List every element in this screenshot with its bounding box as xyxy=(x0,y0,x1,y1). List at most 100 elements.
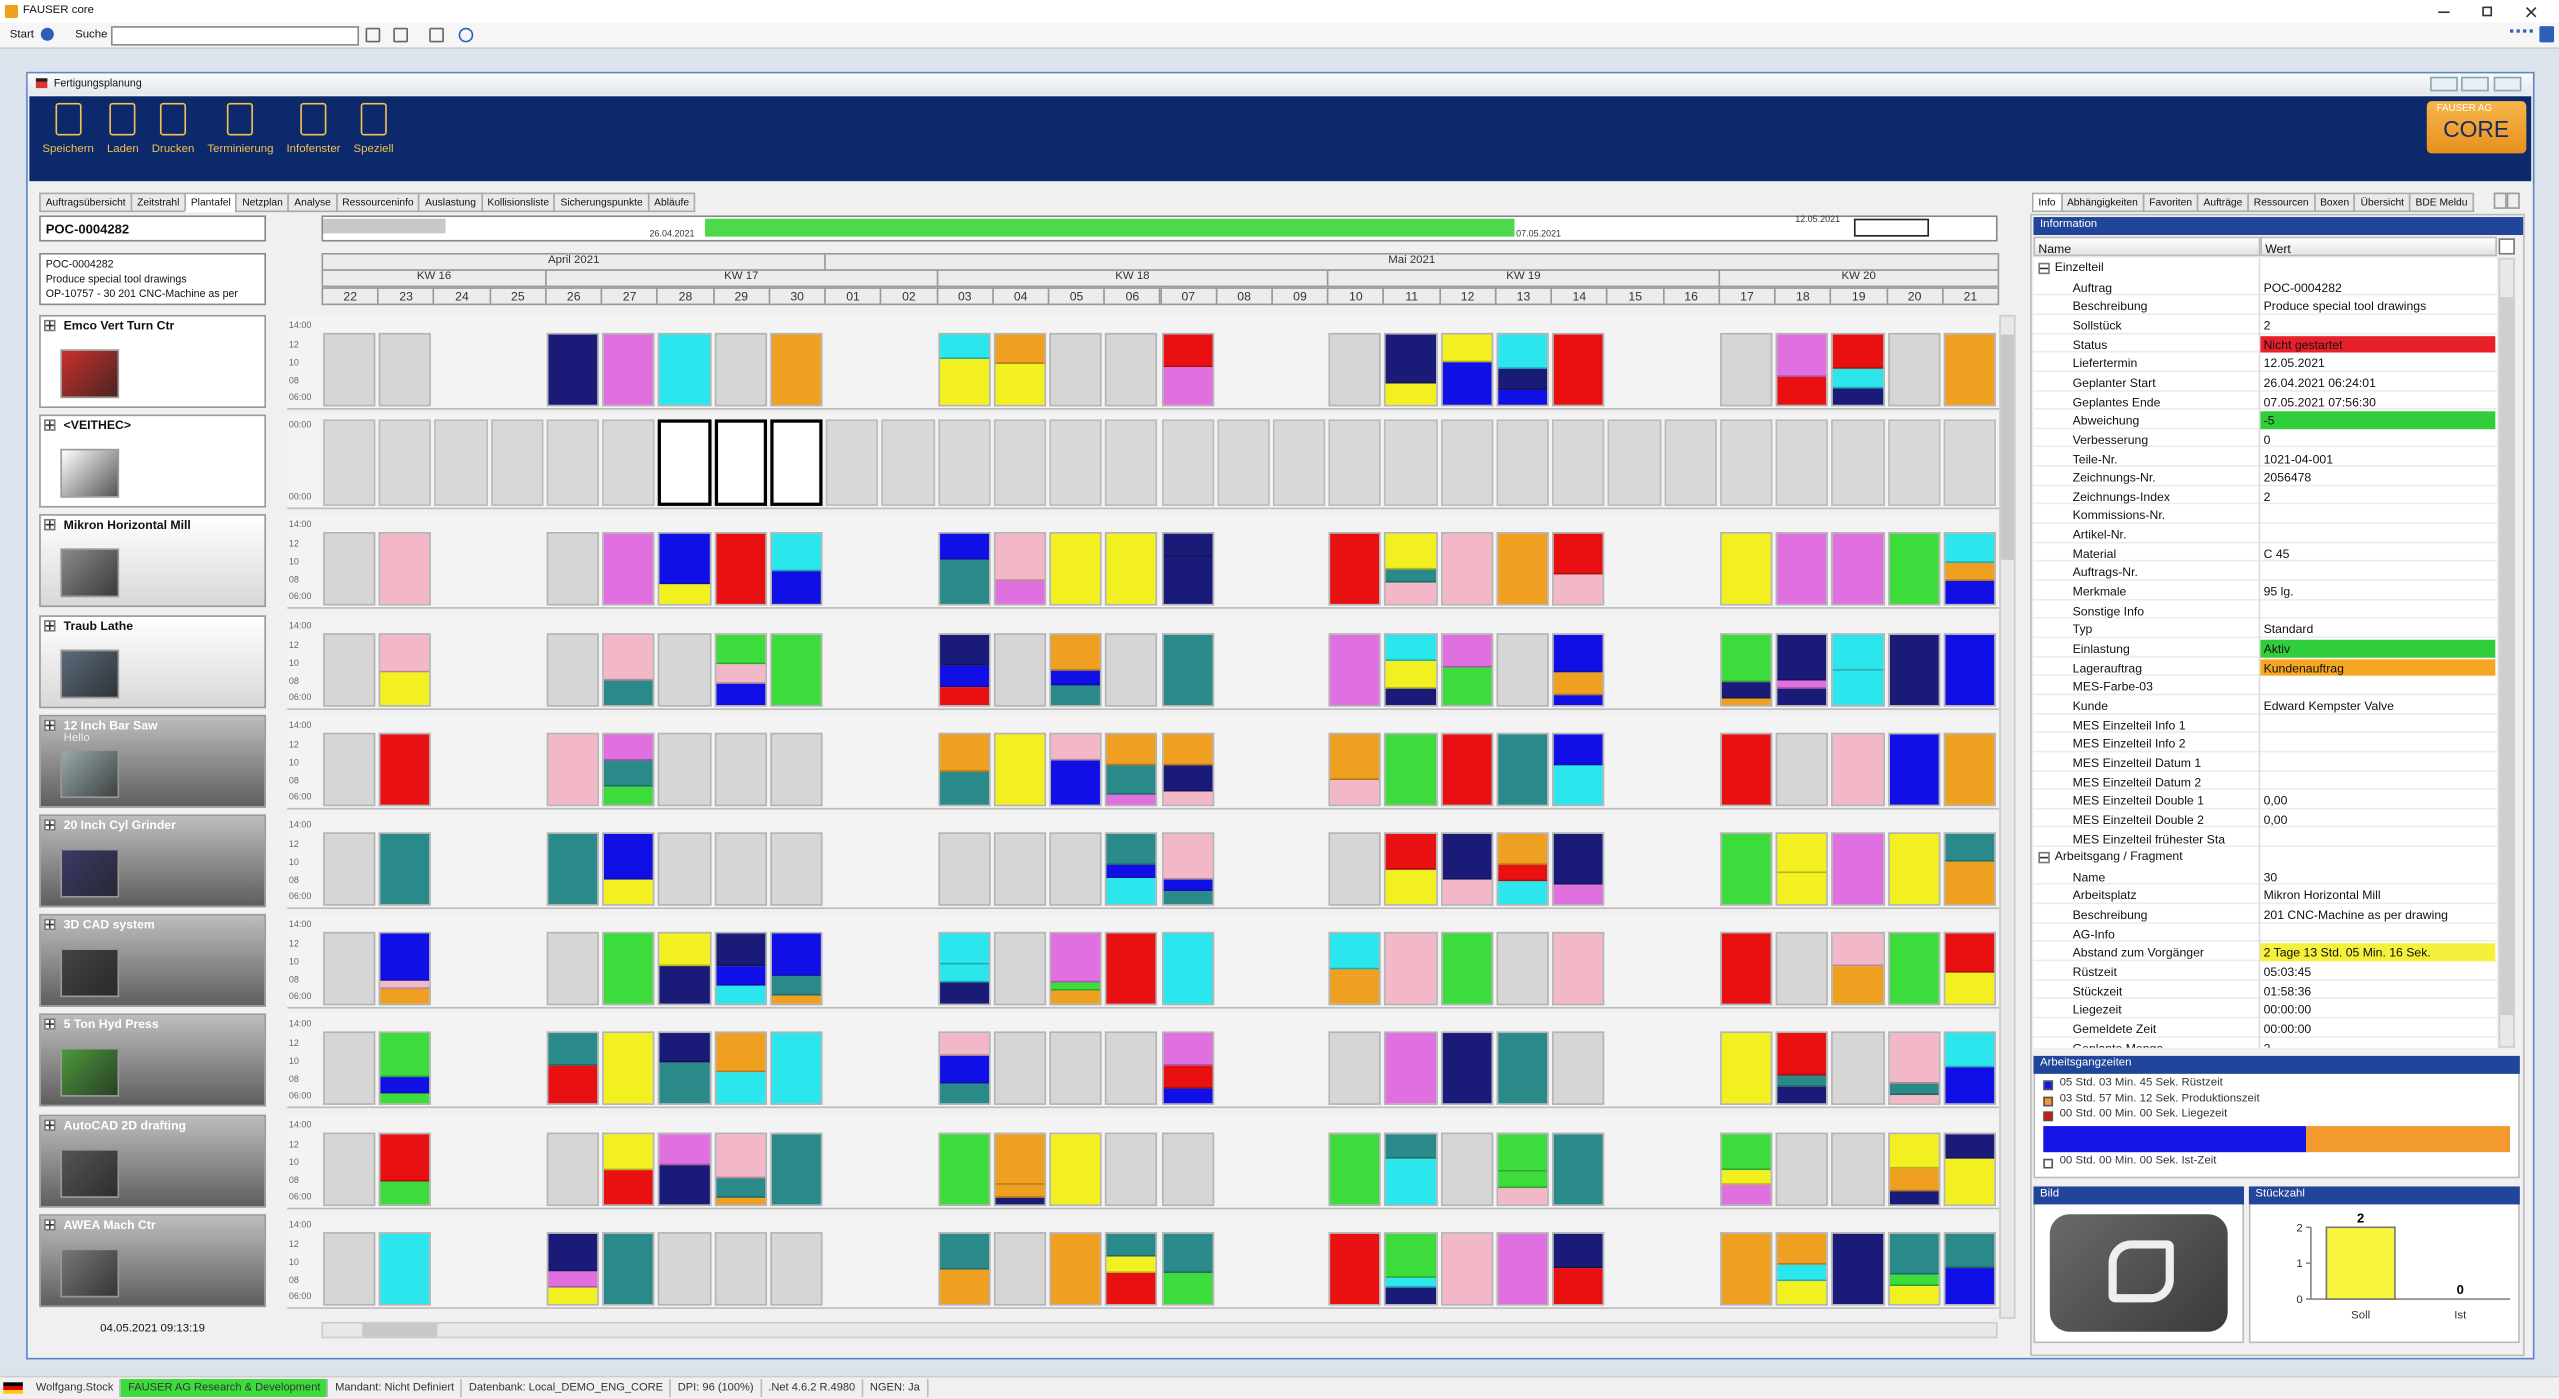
plan-cell[interactable] xyxy=(1887,1131,1941,1206)
operation-block[interactable] xyxy=(1777,1033,1827,1077)
plan-cell[interactable] xyxy=(1719,632,1773,706)
operation-block[interactable] xyxy=(1889,1095,1939,1104)
plan-cell[interactable] xyxy=(1887,732,1941,806)
operation-block[interactable] xyxy=(1162,557,1213,605)
operation-block[interactable] xyxy=(1162,634,1213,705)
plan-cell[interactable] xyxy=(1496,419,1549,507)
operation-block[interactable] xyxy=(1553,671,1604,695)
operation-block[interactable] xyxy=(939,1033,989,1057)
plan-cell[interactable] xyxy=(1105,419,1158,507)
operation-block[interactable] xyxy=(380,1077,430,1095)
plan-cell[interactable] xyxy=(546,332,600,407)
operation-block[interactable] xyxy=(715,1033,766,1073)
operation-block[interactable] xyxy=(1498,534,1548,605)
operation-block[interactable] xyxy=(1777,334,1827,377)
plan-cell[interactable] xyxy=(323,832,376,906)
plan-cell[interactable] xyxy=(1775,332,1829,407)
operation-block[interactable] xyxy=(1386,634,1436,661)
plan-cell[interactable] xyxy=(1496,932,1549,1006)
operation-block[interactable] xyxy=(995,581,1045,605)
plan-cell[interactable] xyxy=(1552,632,1605,706)
operation-block[interactable] xyxy=(1106,1233,1157,1257)
plan-cell[interactable] xyxy=(714,1231,767,1306)
operation-block[interactable] xyxy=(771,976,822,996)
operation-block[interactable] xyxy=(1777,1087,1827,1104)
plan-cell[interactable] xyxy=(1943,1231,1996,1306)
resource-card[interactable]: Traub Lathe xyxy=(39,614,267,708)
operation-block[interactable] xyxy=(1721,697,1771,705)
toolbar-button[interactable] xyxy=(393,27,408,43)
resource-card[interactable]: Emco Vert Turn Ctr xyxy=(39,314,267,408)
plan-cell[interactable] xyxy=(1105,632,1158,706)
operation-block[interactable] xyxy=(1498,1171,1548,1188)
plan-cell[interactable] xyxy=(1943,1131,1996,1206)
plan-cell[interactable] xyxy=(937,1231,991,1306)
operation-block[interactable] xyxy=(1106,765,1157,795)
plan-cell[interactable] xyxy=(714,1131,767,1206)
maximize-button[interactable] xyxy=(2482,6,2493,17)
plan-cell[interactable] xyxy=(1328,632,1382,706)
operation-block[interactable] xyxy=(604,1233,654,1304)
plan-cell[interactable] xyxy=(770,1032,823,1106)
plan-cell[interactable] xyxy=(1328,419,1382,507)
operation-block[interactable] xyxy=(1162,734,1213,766)
plan-cell[interactable] xyxy=(323,932,376,1006)
operation-block[interactable] xyxy=(1106,878,1157,905)
operation-block[interactable] xyxy=(1553,933,1604,1004)
tab-scroll-button[interactable] xyxy=(2493,192,2507,209)
operation-block[interactable] xyxy=(1889,1233,1939,1275)
start-icon[interactable] xyxy=(40,27,54,41)
operation-block[interactable] xyxy=(380,1094,430,1104)
plan-cell[interactable] xyxy=(1775,932,1829,1006)
plan-cell[interactable] xyxy=(714,332,767,407)
operation-block[interactable] xyxy=(604,786,654,805)
operation-block[interactable] xyxy=(548,1033,598,1067)
operation-block[interactable] xyxy=(1330,1233,1380,1304)
plan-cell[interactable] xyxy=(1552,732,1605,806)
plan-cell[interactable] xyxy=(993,1131,1047,1206)
tab[interactable]: Auftragsübersicht xyxy=(39,192,133,213)
operation-block[interactable] xyxy=(1162,833,1213,880)
plan-cell[interactable] xyxy=(1719,332,1773,407)
plan-cell[interactable] xyxy=(714,932,767,1006)
plan-cell[interactable] xyxy=(1496,332,1549,407)
operation-block[interactable] xyxy=(1330,969,1380,1004)
operation-block[interactable] xyxy=(380,933,430,982)
info-tab[interactable]: Aufträge xyxy=(2196,192,2249,213)
plan-cell[interactable] xyxy=(993,532,1047,607)
plan-cell[interactable] xyxy=(546,732,600,806)
operation-block[interactable] xyxy=(715,1177,766,1198)
operation-block[interactable] xyxy=(1106,1272,1157,1304)
plan-cell[interactable] xyxy=(1328,1231,1382,1306)
operation-block[interactable] xyxy=(1162,891,1213,905)
plan-cell[interactable] xyxy=(937,532,991,607)
plan-cell[interactable] xyxy=(993,832,1047,906)
plan-cell[interactable] xyxy=(937,832,991,906)
operation-block[interactable] xyxy=(1386,1287,1436,1304)
expand-toggle[interactable] xyxy=(44,919,56,931)
plan-cell[interactable] xyxy=(1049,832,1103,906)
property-value[interactable]: 0 xyxy=(2263,432,2271,447)
plan-cell[interactable] xyxy=(1384,832,1438,906)
expand-toggle[interactable] xyxy=(44,719,56,731)
plan-cell[interactable] xyxy=(1328,1032,1382,1106)
operation-block[interactable] xyxy=(1330,779,1380,805)
plan-cell[interactable] xyxy=(1105,332,1158,407)
h-scrollbar[interactable] xyxy=(321,1321,1998,1339)
operation-block[interactable] xyxy=(939,534,989,561)
operation-block[interactable] xyxy=(1162,1233,1213,1273)
plan-cell[interactable] xyxy=(1049,532,1103,607)
operation-block[interactable] xyxy=(1498,368,1548,391)
tab-scroll-button[interactable] xyxy=(2506,192,2520,209)
plan-cell[interactable] xyxy=(1161,732,1214,806)
operation-block[interactable] xyxy=(771,534,822,572)
operation-block[interactable] xyxy=(1721,681,1771,698)
operation-block[interactable] xyxy=(1721,734,1771,805)
operation-block[interactable] xyxy=(939,964,989,983)
plan-cell[interactable] xyxy=(825,419,879,507)
operation-block[interactable] xyxy=(1833,534,1883,605)
operation-block[interactable] xyxy=(771,995,822,1004)
toolbar-button[interactable] xyxy=(458,27,474,43)
plan-cell[interactable] xyxy=(1552,932,1605,1006)
plan-cell[interactable] xyxy=(1328,332,1382,407)
